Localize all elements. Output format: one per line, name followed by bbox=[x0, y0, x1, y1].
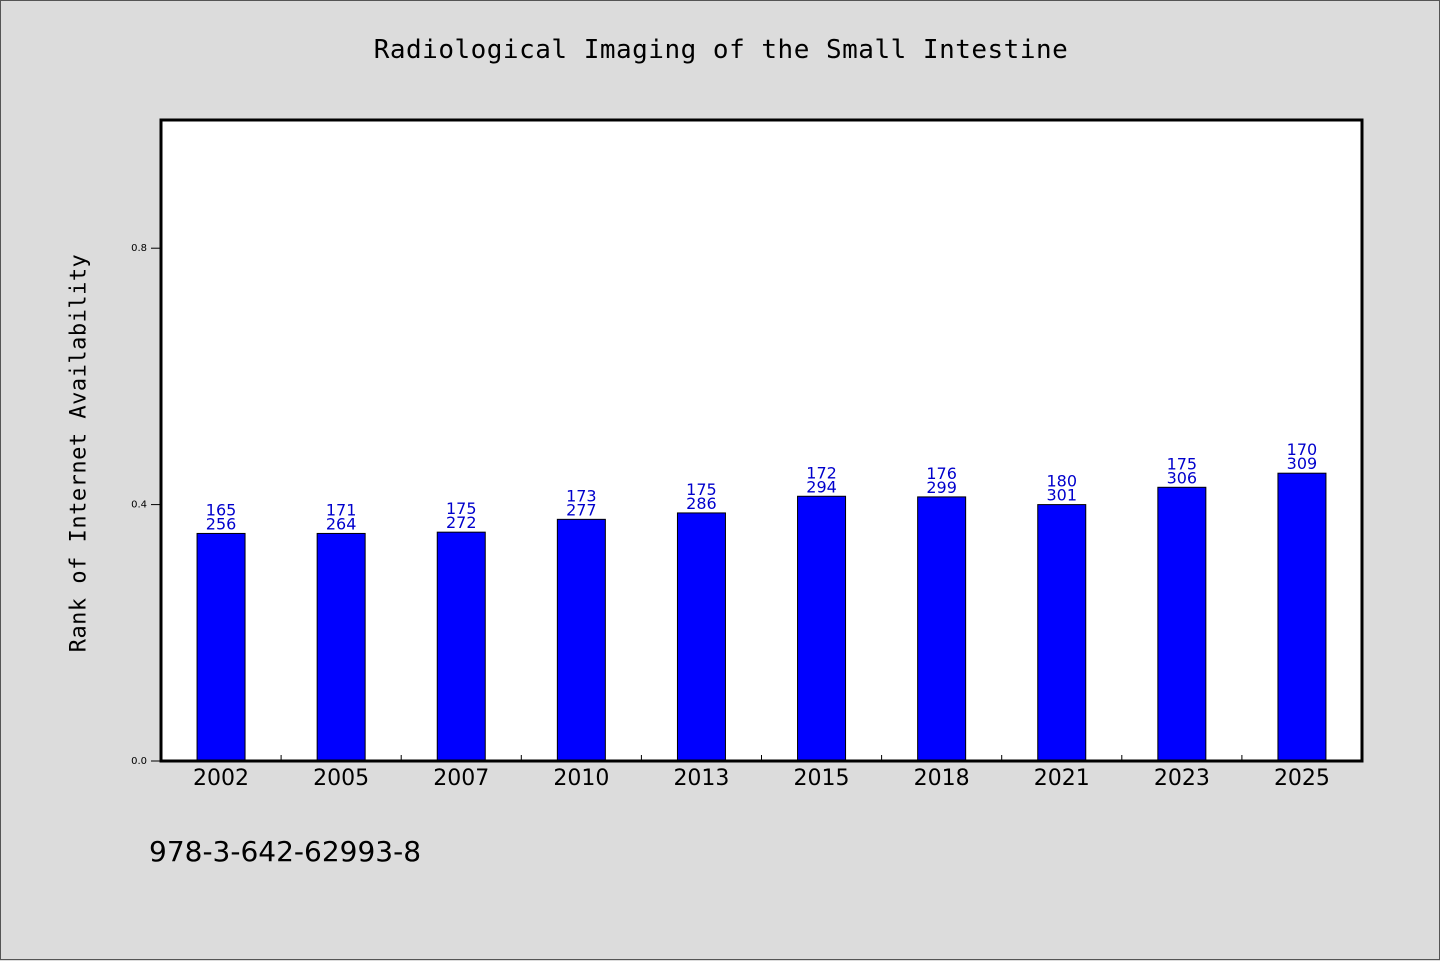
bar-label-top: 165 bbox=[206, 500, 237, 519]
bar bbox=[1157, 486, 1207, 762]
bar-label-top: 175 bbox=[446, 499, 477, 518]
x-tick-label: 2010 bbox=[553, 766, 609, 791]
bar bbox=[917, 496, 967, 762]
bar-label-bottom: 286 bbox=[686, 494, 717, 513]
x-tick-label: 2021 bbox=[1034, 766, 1090, 791]
bar-label-top: 175 bbox=[686, 480, 717, 499]
x-tick-label: 2013 bbox=[673, 766, 729, 791]
bar-label-top: 172 bbox=[806, 463, 837, 482]
x-tick-label: 2018 bbox=[914, 766, 970, 791]
bar bbox=[436, 531, 486, 762]
chart-title: Radiological Imaging of the Small Intest… bbox=[373, 35, 1069, 65]
bar bbox=[556, 518, 606, 762]
x-tick-label: 2023 bbox=[1154, 766, 1210, 791]
bar bbox=[1037, 504, 1087, 762]
bar-label-top: 173 bbox=[566, 486, 597, 505]
bar-label-bottom: 256 bbox=[206, 514, 237, 533]
y-tick-label: 0.0 bbox=[131, 756, 147, 767]
x-tick-label: 2025 bbox=[1274, 766, 1330, 791]
plot-frame bbox=[159, 118, 1364, 763]
x-tick-label: 2015 bbox=[794, 766, 850, 791]
bar bbox=[316, 532, 366, 762]
bar bbox=[797, 495, 847, 762]
bar-label-bottom: 309 bbox=[1287, 454, 1318, 473]
y-tick-label: 0.8 bbox=[131, 243, 147, 254]
bar-label-bottom: 272 bbox=[446, 513, 477, 532]
y-tick-label: 0.4 bbox=[131, 500, 147, 511]
bar bbox=[196, 532, 246, 762]
bar-label-top: 176 bbox=[926, 464, 957, 483]
x-tick-label: 2007 bbox=[433, 766, 489, 791]
isbn-label: 978-3-642-62993-8 bbox=[149, 835, 422, 868]
bar-label-bottom: 301 bbox=[1046, 486, 1077, 505]
bar bbox=[1277, 472, 1327, 762]
bar-label-top: 180 bbox=[1046, 472, 1077, 491]
bar-label-top: 170 bbox=[1287, 440, 1318, 459]
bar-label-top: 175 bbox=[1167, 454, 1198, 473]
x-tick-label: 2005 bbox=[313, 766, 369, 791]
x-tick-label: 2002 bbox=[193, 766, 249, 791]
bar-label-bottom: 306 bbox=[1167, 468, 1198, 487]
bar-label-bottom: 294 bbox=[806, 477, 837, 496]
bar-label-bottom: 264 bbox=[326, 514, 357, 533]
bar bbox=[676, 512, 726, 762]
bar-label-bottom: 277 bbox=[566, 500, 597, 519]
bar-label-bottom: 299 bbox=[926, 478, 957, 497]
bar-label-top: 171 bbox=[326, 500, 357, 519]
